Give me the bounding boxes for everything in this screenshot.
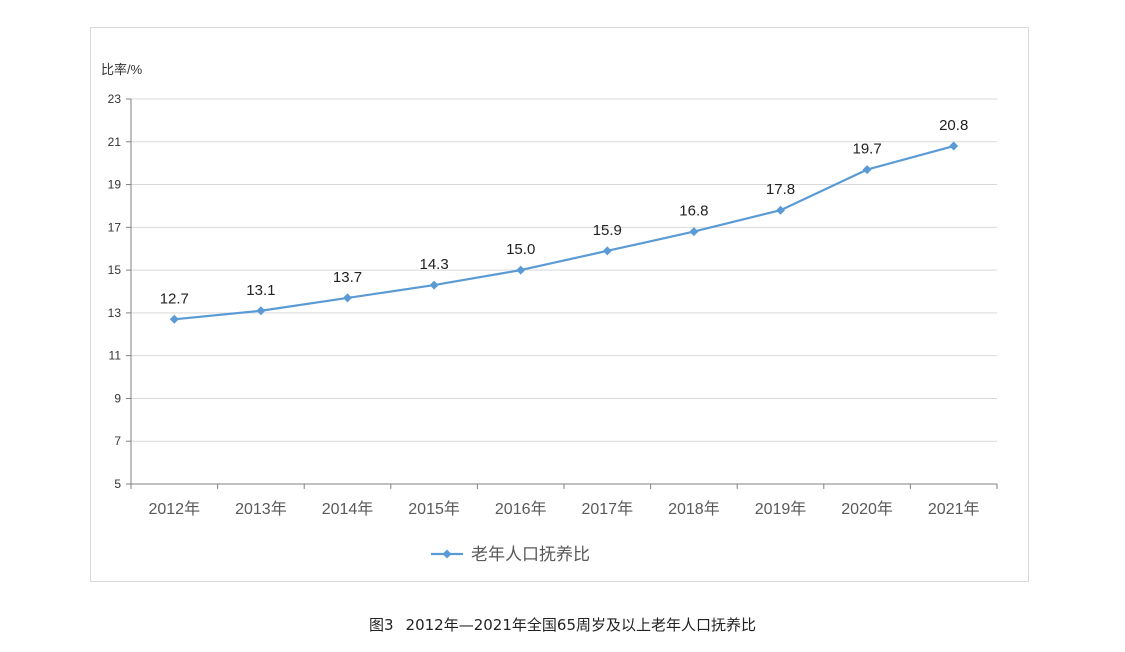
legend: 老年人口抚养比 [431,545,590,564]
figure-title: 2012年—2021年全国65周岁及以上老年人口抚养比 [405,616,756,634]
x-tick-label: 2018年 [668,500,720,518]
data-label: 19.7 [852,141,881,158]
y-tick-label: 7 [114,434,121,448]
data-point-marker [343,293,352,303]
y-tick-label: 11 [109,349,122,363]
data-point-marker [516,265,526,275]
series-line [169,141,959,324]
data-point-marker [602,246,612,256]
x-tick-label: 2015年 [408,500,460,518]
x-tick-label: 2012年 [148,500,200,518]
x-tick-label: 2021年 [928,500,980,518]
chart-frame: 比率/% 5 7 9 11 13 15 17 19 21 23 2012年 2013年 2014年 20… [90,27,1029,582]
x-tick-labels: 2012年 2013年 2014年 2015年 2016年 2017年 2018年 2019年… [148,500,979,518]
x-tick-label: 2020年 [841,500,893,518]
y-tick-label: 9 [114,391,121,405]
data-label: 16.8 [679,203,708,220]
y-tick-labels: 5 7 9 11 13 15 17 19 21 23 [108,92,122,491]
x-tick-label: 2019年 [755,500,807,518]
data-point-marker [429,280,439,290]
data-label: 20.8 [939,117,968,134]
y-tick-label: 21 [108,135,122,149]
data-point-marker [689,227,699,237]
y-tick-label: 15 [108,263,122,277]
data-point-marker [862,165,872,175]
data-point-marker [256,306,266,316]
data-label: 13.7 [333,269,362,286]
data-point-marker [776,205,785,215]
data-label: 17.8 [766,181,795,198]
figure-number: 图3 [369,616,394,634]
x-tick-label: 2013年 [235,500,287,518]
y-tick-label: 17 [108,220,122,234]
gridlines [131,98,997,442]
legend-label: 老年人口抚养比 [471,545,590,564]
x-tick-label: 2016年 [495,500,547,518]
x-tick-label: 2014年 [322,500,374,518]
y-tick-label: 5 [114,477,121,491]
data-label: 14.3 [419,256,448,273]
data-labels: 12.7 13.1 13.7 14.3 15.0 15.9 16.8 17.8 19.7 20.8 [160,117,969,307]
data-point-marker [949,141,959,151]
data-label: 15.9 [593,222,622,239]
y-axis-title: 比率/% [101,62,143,77]
x-tick-label: 2017年 [581,500,633,518]
series-polyline [174,144,954,321]
y-tick-label: 23 [108,92,122,106]
legend-diamond-marker [442,549,452,559]
data-label: 12.7 [160,290,189,307]
axes [126,98,998,489]
y-tick-label: 13 [108,306,122,320]
figure-caption: 图3 2012年—2021年全国65周岁及以上老年人口抚养比 [0,614,1125,635]
data-point-marker [169,314,179,324]
data-label: 15.0 [506,241,535,258]
y-tick-label: 19 [108,178,122,192]
data-label: 13.1 [246,282,275,299]
